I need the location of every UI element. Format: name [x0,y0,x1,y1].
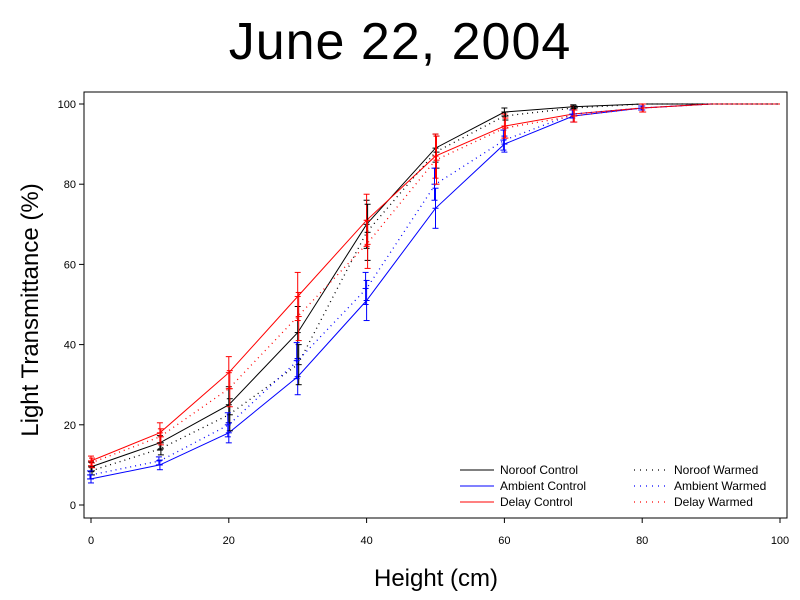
x-tick-label: 100 [771,535,789,547]
series-noroof-control [88,103,780,473]
legend-item: Noroof Control [460,463,578,477]
legend-label: Delay Control [500,495,573,509]
legend: Noroof Control Ambient Control Delay Contr… [460,463,766,509]
y-axis: 0 20 40 60 80 100 [58,99,84,512]
plot-frame [83,91,788,519]
y-tick-label: 100 [58,99,76,111]
y-tick-label: 60 [64,259,76,271]
series-layer [87,103,780,484]
legend-item: Delay Control [460,495,573,509]
x-tick-label: 80 [636,535,648,547]
y-tick-label: 40 [64,340,76,352]
legend-label: Noroof Control [500,463,578,477]
series-ambient-warmed [87,103,780,480]
series-delay-control [88,103,780,467]
legend-item: Noroof Warmed [634,463,758,477]
series-delay-warmed [89,103,780,469]
legend-label: Delay Warmed [674,495,753,509]
x-tick-label: 40 [360,535,372,547]
legend-label: Noroof Warmed [674,463,758,477]
y-axis-title: Light Transmittance (%) [17,183,44,436]
x-tick-label: 60 [498,535,510,547]
y-tick-label: 0 [70,500,76,512]
legend-item: Ambient Warmed [634,479,766,493]
legend-item: Delay Warmed [634,495,753,509]
x-axis: 0 20 40 60 80 100 [88,518,789,547]
legend-item: Ambient Control [460,479,586,493]
legend-label: Ambient Control [500,479,586,493]
y-tick-label: 80 [64,179,76,191]
y-tick-label: 20 [64,420,76,432]
legend-label: Ambient Warmed [674,479,766,493]
x-axis-title: Height (cm) [374,565,498,592]
x-tick-label: 0 [88,535,94,547]
chart-title: June 22, 2004 [228,13,572,71]
series-ambient-control [88,103,780,484]
x-tick-label: 20 [223,535,235,547]
series-noroof-warmed [89,103,780,476]
